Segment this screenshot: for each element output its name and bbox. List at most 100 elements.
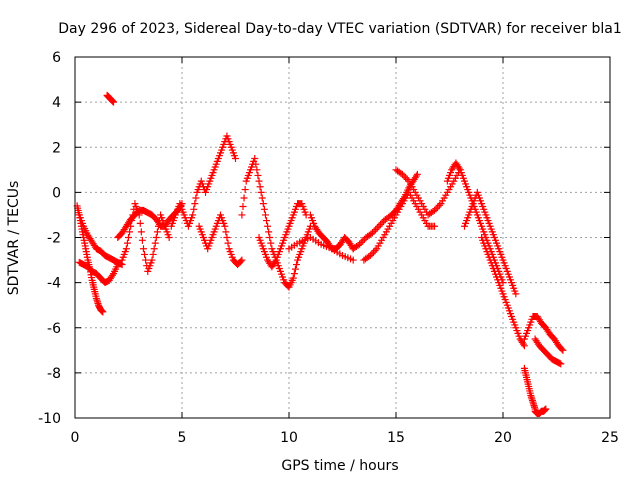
data-point — [221, 222, 229, 230]
y-tick-label: -10 — [38, 411, 61, 427]
data-point — [138, 236, 146, 244]
data-point — [191, 200, 199, 208]
data-point — [542, 405, 550, 413]
data-point — [255, 177, 263, 185]
data-point — [455, 164, 463, 172]
series-arc-l — [306, 211, 357, 253]
data-point — [512, 290, 520, 298]
data-point — [263, 217, 271, 225]
data-point — [241, 186, 249, 194]
data-point — [260, 205, 268, 213]
data-point — [152, 234, 160, 241]
y-tick-label: -2 — [47, 231, 61, 247]
data-point — [435, 201, 443, 209]
y-axis-label: SDTVAR / TECUs — [6, 181, 22, 296]
data-point — [190, 205, 198, 213]
data-point — [264, 222, 272, 230]
data-point — [238, 256, 246, 264]
data-point — [127, 222, 135, 230]
data-point — [368, 229, 376, 237]
data-point — [432, 205, 440, 213]
data-point — [239, 202, 247, 210]
y-tick-label: -4 — [47, 276, 61, 292]
data-point — [150, 245, 158, 253]
x-tick-label: 5 — [178, 430, 187, 446]
data-point — [292, 261, 300, 269]
x-tick-label: 25 — [601, 430, 619, 446]
x-tick-label: 0 — [71, 430, 80, 446]
grid-layer — [75, 57, 610, 418]
data-point — [291, 265, 299, 273]
y-tick-label: 2 — [52, 140, 61, 156]
data-point — [149, 250, 157, 258]
data-point — [349, 256, 357, 264]
data-point — [356, 240, 364, 248]
data-point — [357, 239, 365, 247]
series-arc-g — [167, 132, 239, 230]
data-point — [137, 228, 145, 236]
data-point — [237, 257, 245, 265]
data-point — [122, 245, 130, 253]
data-point — [376, 221, 384, 229]
data-point — [265, 228, 273, 236]
data-point — [151, 239, 159, 247]
series-arc-r — [478, 234, 528, 350]
data-point — [238, 211, 246, 219]
data-point — [128, 217, 136, 225]
data-point — [148, 256, 156, 264]
x-tick-label: 10 — [280, 430, 298, 446]
y-tick-label: 4 — [52, 95, 61, 111]
data-point — [224, 239, 232, 247]
x-tick-label: 20 — [494, 430, 512, 446]
data-point — [402, 174, 410, 182]
data-point — [431, 206, 439, 214]
series-arc-u — [520, 364, 539, 413]
series-arc-o — [392, 166, 464, 219]
series-arc-s — [520, 312, 567, 354]
data-point — [153, 228, 161, 236]
data-point — [258, 194, 266, 202]
data-point — [99, 308, 107, 316]
data-point — [378, 219, 386, 227]
data-point — [259, 200, 267, 208]
data-point — [253, 166, 261, 174]
x-axis-label: GPS time / hours — [281, 458, 398, 474]
series-arc-c — [75, 211, 126, 269]
data-point — [366, 252, 374, 260]
data-point — [256, 183, 264, 191]
data-point — [520, 342, 528, 350]
series-arc-v — [531, 405, 550, 417]
data-point — [257, 188, 265, 196]
data-point — [141, 250, 149, 258]
data-point — [223, 234, 231, 241]
x-tick-label: 15 — [387, 430, 405, 446]
data-point — [123, 239, 131, 247]
data-point — [126, 228, 134, 236]
data-point — [370, 248, 378, 256]
ticks-layer: 0 5 10 15 20 25 -10 -8 -6 -4 -2 0 2 4 6 — [38, 50, 619, 446]
y-tick-label: 6 — [52, 50, 61, 66]
data-point — [267, 239, 275, 247]
series-arc-h — [195, 211, 246, 269]
data-point — [271, 258, 279, 266]
data-point — [110, 98, 118, 106]
series-arc-f — [118, 200, 173, 275]
data-point — [359, 237, 367, 245]
series-arc-n — [360, 188, 439, 264]
y-tick-label: -6 — [47, 321, 61, 337]
data-point — [398, 170, 406, 178]
data-point — [108, 271, 116, 279]
series-arc-q — [460, 188, 520, 298]
data-point — [165, 234, 173, 241]
data-point — [222, 228, 230, 236]
series-arc-d — [103, 91, 118, 106]
data-point — [559, 346, 567, 354]
data-point — [412, 172, 420, 180]
y-tick-label: -8 — [47, 366, 61, 382]
data-point — [261, 211, 269, 219]
series-arc-a — [73, 202, 107, 316]
data-point — [251, 155, 259, 163]
data-point — [431, 222, 439, 230]
data-point — [129, 211, 137, 219]
data-point — [252, 160, 260, 168]
